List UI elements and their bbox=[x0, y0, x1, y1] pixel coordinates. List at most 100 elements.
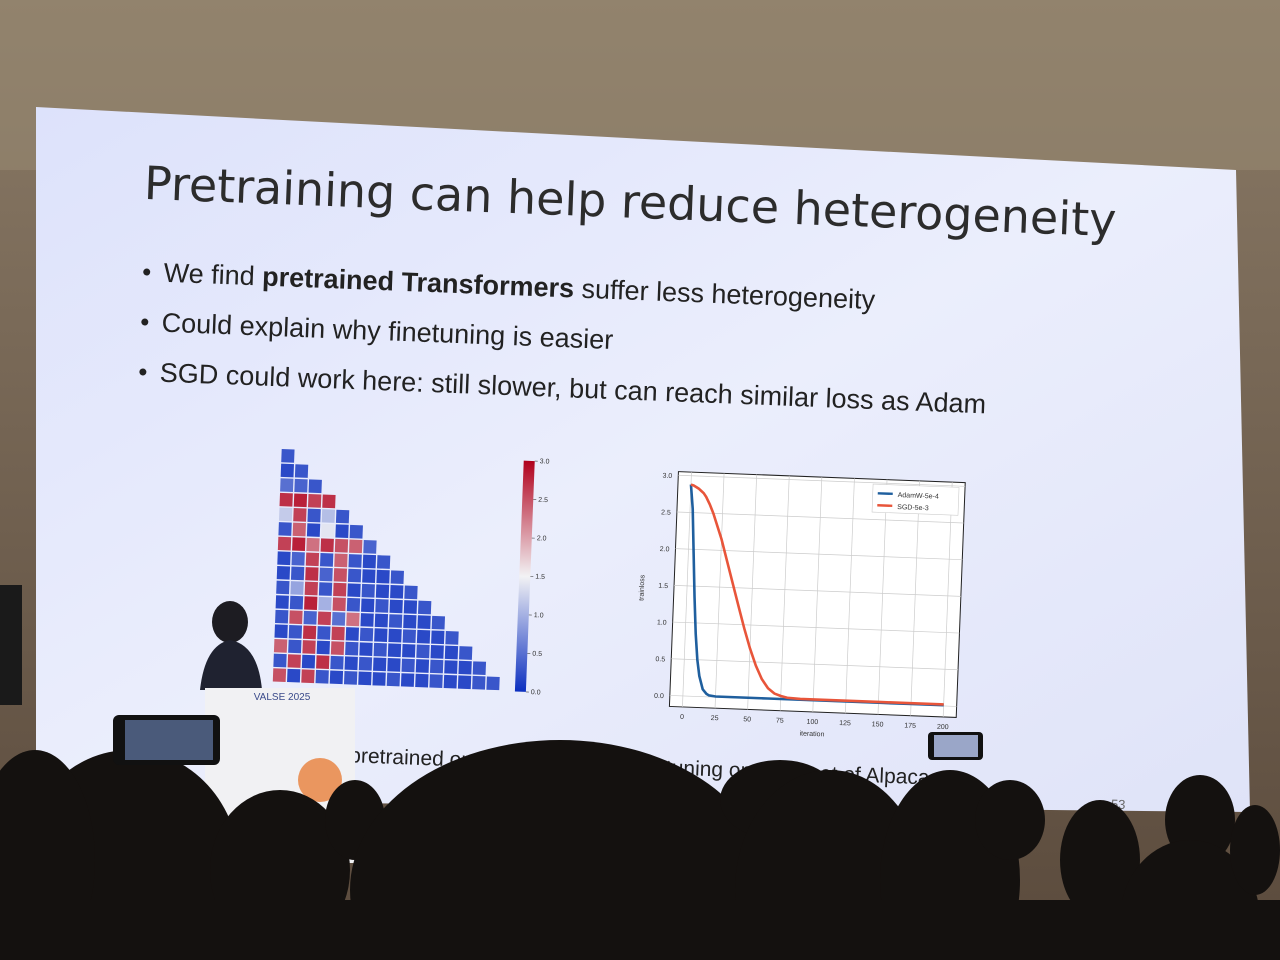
colorbar-tick-label: 0.5 bbox=[532, 651, 542, 658]
heatmap-cell bbox=[302, 625, 317, 640]
heatmap-cell bbox=[403, 600, 418, 614]
colorbar-tick-label: 2.5 bbox=[538, 497, 548, 504]
heatmap-cell bbox=[386, 672, 401, 687]
heatmap-cell bbox=[304, 581, 318, 596]
x-tick-label: 75 bbox=[776, 718, 784, 725]
heatmap-cell bbox=[331, 612, 346, 626]
heatmap-cell bbox=[319, 552, 334, 567]
heatmap-cell bbox=[402, 643, 416, 658]
heatmap-cell bbox=[415, 659, 430, 673]
grid-line bbox=[672, 621, 960, 634]
heatmap-cell bbox=[331, 626, 345, 641]
x-tick-label: 150 bbox=[872, 721, 884, 728]
heatmap-cell bbox=[308, 479, 322, 494]
grid-line bbox=[674, 584, 961, 597]
heatmap-cell bbox=[306, 523, 321, 537]
heatmap-cell bbox=[376, 555, 391, 569]
heatmap-cell bbox=[317, 626, 331, 640]
speaker-box bbox=[0, 585, 22, 705]
heatmap-cell bbox=[347, 583, 361, 598]
heatmap-cell bbox=[280, 463, 294, 478]
heatmap-cell bbox=[321, 509, 336, 523]
heatmap-cell bbox=[416, 644, 430, 659]
bullet-part: We find bbox=[163, 258, 263, 292]
heatmap-cell bbox=[373, 642, 387, 657]
x-tick-label: 0 bbox=[680, 714, 684, 721]
heatmap-cell bbox=[375, 584, 390, 599]
heatmap-cell bbox=[345, 641, 359, 656]
heatmap-cell bbox=[417, 615, 431, 629]
heatmap-cell bbox=[276, 580, 290, 595]
heatmap-cell bbox=[362, 569, 376, 583]
heatmap-cell bbox=[320, 538, 334, 553]
heatmap-cell bbox=[335, 509, 350, 524]
heatmap-cell bbox=[400, 673, 415, 687]
x-axis-label: iteration bbox=[799, 730, 824, 738]
heatmap-cell bbox=[360, 613, 374, 627]
x-tick-label: 125 bbox=[839, 720, 851, 727]
heatmap-cell bbox=[304, 596, 318, 611]
heatmap-cell bbox=[316, 655, 330, 670]
heatmap-cell bbox=[417, 600, 432, 615]
heatmap-cell bbox=[403, 614, 417, 629]
heatmap-cell bbox=[443, 674, 458, 689]
colorbar-tick-label: 2.0 bbox=[537, 535, 547, 542]
bullet-dot bbox=[143, 268, 151, 276]
phone bbox=[113, 715, 983, 765]
heatmap-cell bbox=[431, 630, 445, 645]
x-tick-label: 100 bbox=[806, 719, 818, 726]
heatmap-cell bbox=[362, 554, 377, 569]
heatmap-cell bbox=[458, 660, 472, 675]
heatmap-cell bbox=[358, 671, 372, 686]
grid-line bbox=[877, 479, 888, 715]
heatmap-cell bbox=[307, 508, 321, 523]
heatmap-cell bbox=[374, 613, 389, 628]
heatmap-cell bbox=[348, 554, 362, 568]
colorbar bbox=[514, 460, 535, 692]
colorbar-tick-label: 1.0 bbox=[534, 612, 544, 619]
heatmap-cell bbox=[401, 658, 415, 673]
heatmap-cell bbox=[334, 538, 349, 553]
heatmap-cell bbox=[322, 494, 336, 509]
heatmap-cell bbox=[472, 661, 487, 676]
heatmap-cell bbox=[404, 585, 418, 600]
heatmap-cell bbox=[278, 507, 293, 522]
heatmap-cell bbox=[416, 629, 431, 644]
heatmap-cell bbox=[293, 508, 307, 522]
heatmap-cell bbox=[373, 657, 387, 672]
grid-line bbox=[671, 658, 959, 671]
heatmap-cell bbox=[388, 628, 402, 643]
grid-line bbox=[714, 473, 725, 709]
heatmap-cell bbox=[486, 676, 500, 691]
heatmap-cell bbox=[289, 595, 304, 610]
grid-line bbox=[845, 478, 855, 714]
bullet-dot bbox=[139, 368, 147, 376]
heatmap-cell bbox=[291, 551, 305, 566]
legend-swatch bbox=[877, 504, 893, 508]
grid-line bbox=[678, 474, 966, 487]
heatmap-cell bbox=[389, 599, 403, 614]
heatmap-cell bbox=[274, 624, 288, 639]
y-tick-label: 2.0 bbox=[660, 546, 670, 553]
legend-box bbox=[871, 483, 960, 516]
heatmap-cell bbox=[333, 582, 347, 597]
heatmap-cell bbox=[430, 645, 444, 659]
heatmap-cell bbox=[289, 610, 303, 625]
heatmap-cell bbox=[444, 660, 458, 674]
heatmap-cell bbox=[330, 641, 345, 655]
heatmap-cell bbox=[293, 493, 308, 508]
heatmap-cell bbox=[361, 583, 375, 598]
legend-label: AdamW-5e-4 bbox=[898, 492, 939, 501]
heatmap-cell bbox=[308, 493, 322, 508]
legend-label: SGD-5e-3 bbox=[897, 504, 929, 512]
series-line bbox=[690, 483, 944, 706]
heatmap-cell bbox=[276, 565, 291, 580]
grid-line bbox=[676, 511, 964, 524]
heatmap-cell bbox=[287, 654, 301, 668]
heatmap-cell bbox=[390, 570, 404, 585]
y-tick-label: 2.5 bbox=[661, 509, 671, 516]
heatmap-cell bbox=[415, 673, 429, 688]
heatmap-cell bbox=[303, 610, 317, 625]
heatmap-cell bbox=[429, 659, 444, 674]
heatmap-cell bbox=[387, 643, 402, 658]
